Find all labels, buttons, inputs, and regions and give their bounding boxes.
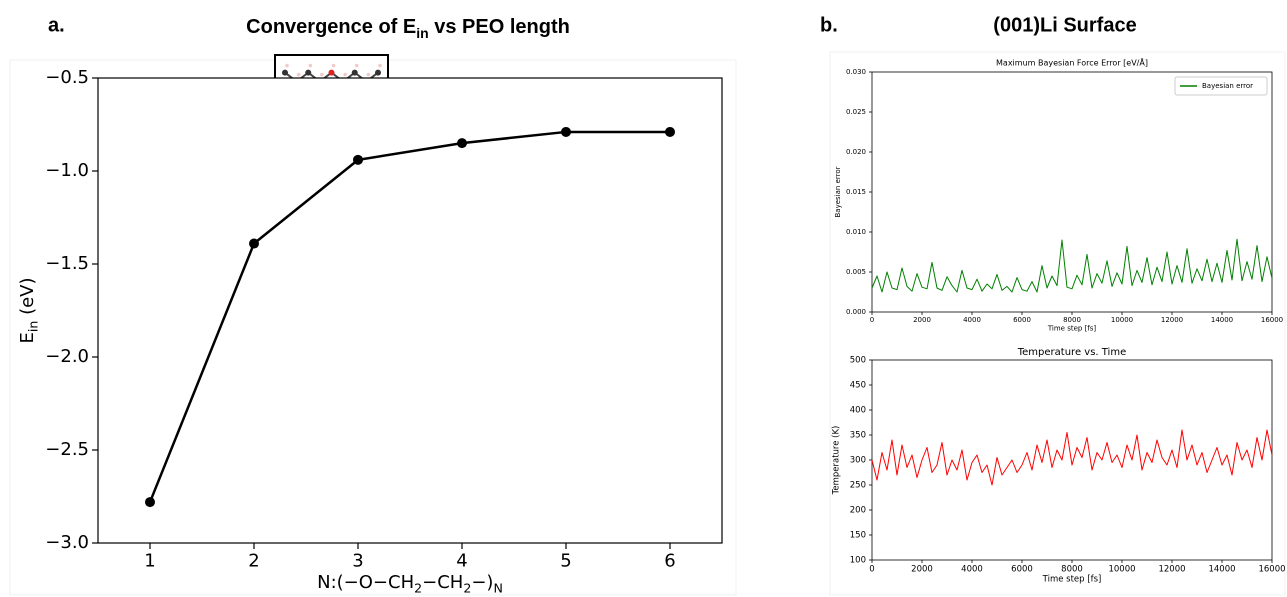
y-tick-label: 400	[850, 406, 866, 416]
x-tick-label: 16000	[1258, 564, 1285, 574]
y-tick-label: −1.0	[45, 160, 89, 181]
plot-area	[871, 359, 1273, 561]
x-tick-label: 6	[664, 551, 675, 572]
x-axis-label-part: 2	[463, 580, 471, 595]
y-tick-label: −0.5	[45, 67, 89, 88]
x-tick-label: 1	[144, 551, 155, 572]
x-axis-label-part: 2	[414, 580, 422, 595]
x-tick-label: 2000	[911, 564, 933, 574]
y-tick-label: 250	[850, 481, 866, 491]
inset-atom	[305, 69, 312, 76]
x-tick-label: 6000	[1011, 564, 1033, 574]
y-tick-label: 100	[850, 556, 866, 566]
legend-label: Bayesian error	[1202, 82, 1253, 90]
x-axis-label: N:(−O−CH2−CH2−)N	[317, 572, 503, 595]
x-tick-label: 6000	[1013, 316, 1031, 324]
y-axis-label: Temperature (K)	[832, 426, 842, 496]
inset-atom	[328, 69, 335, 76]
x-tick-label: 0	[869, 564, 874, 574]
x-tick-label: 2000	[913, 316, 931, 324]
chart-title: Maximum Bayesian Force Error [eV/Å]	[996, 57, 1148, 68]
x-axis-label-part: N	[493, 580, 502, 595]
data-point	[145, 497, 155, 508]
x-axis-label-part: N:(−O−CH	[317, 572, 414, 593]
panel-label: b.	[820, 14, 838, 36]
data-point	[665, 126, 675, 137]
y-tick-label: 0.015	[846, 188, 866, 196]
y-tick-label: 450	[850, 381, 866, 391]
x-tick-label: 0	[870, 316, 874, 324]
inset-hydrogen	[354, 63, 359, 68]
plot-area	[97, 77, 723, 544]
inset-hydrogen	[366, 72, 371, 77]
y-tick-label: 150	[850, 531, 866, 541]
chart-title-part: Convergence of E	[246, 16, 416, 38]
y-tick-label: −2.5	[45, 439, 89, 460]
x-tick-label: 16000	[1261, 316, 1283, 324]
inset-hydrogen	[320, 72, 324, 77]
x-tick-label: 12000	[1161, 316, 1183, 324]
y-tick-label: 0.030	[846, 68, 866, 76]
y-tick-label: 350	[850, 431, 866, 441]
series-line	[871, 238, 1273, 293]
data-point	[353, 154, 363, 165]
inset-hydrogen	[285, 63, 289, 68]
x-tick-label: 10000	[1108, 564, 1135, 574]
x-tick-label: 10000	[1111, 316, 1133, 324]
x-tick-label: 2	[248, 551, 259, 572]
y-tick-label: 0.005	[846, 268, 866, 276]
x-tick-label: 4000	[963, 316, 981, 324]
y-tick-label: 0.025	[846, 108, 866, 116]
inset-hydrogen	[378, 63, 382, 68]
data-point	[457, 138, 467, 149]
panel-label: a.	[48, 14, 65, 36]
x-tick-label: 14000	[1208, 564, 1235, 574]
y-tick-label: 200	[850, 506, 866, 516]
data-point	[249, 238, 259, 249]
chart-title: Convergence of Ein vs PEO length	[246, 16, 570, 40]
x-tick-label: 8000	[1061, 564, 1083, 574]
y-tick-label: 0.010	[846, 228, 866, 236]
y-tick-label: 0.020	[846, 148, 866, 156]
y-tick-label: −3.0	[45, 532, 89, 553]
inset-hydrogen	[343, 72, 347, 77]
y-axis-label-part: in	[25, 321, 40, 332]
chart-title-part: in	[416, 25, 428, 41]
chart-title: Temperature vs. Time	[1017, 347, 1126, 358]
x-axis-label-part: −)	[471, 572, 493, 593]
x-axis-label: Time step [fs]	[1042, 575, 1102, 585]
y-tick-label: 500	[850, 356, 866, 366]
inset-hydrogen	[331, 63, 336, 68]
y-tick-label: −2.0	[45, 346, 89, 367]
inset-hydrogen	[296, 72, 301, 77]
x-tick-label: 4	[456, 551, 467, 572]
series-line	[871, 429, 1273, 486]
x-axis-label: Time step [fs]	[1047, 324, 1097, 332]
plot-area	[871, 71, 1273, 313]
x-axis-label-part: −CH	[422, 572, 463, 593]
inset-atom	[282, 69, 288, 76]
y-tick-label: 300	[850, 456, 866, 466]
data-point	[561, 126, 571, 137]
y-axis-label-part: (eV)	[17, 277, 38, 320]
inset-atom	[375, 69, 381, 76]
x-tick-label: 14000	[1211, 316, 1233, 324]
panel-title: (001)Li Surface	[993, 14, 1136, 36]
x-tick-label: 12000	[1158, 564, 1185, 574]
y-axis-label: Bayesian error	[834, 166, 842, 217]
y-axis-label: Ein (eV)	[17, 277, 40, 343]
x-tick-label: 8000	[1063, 316, 1081, 324]
x-tick-label: 3	[352, 551, 363, 572]
series-line	[148, 130, 670, 503]
inset-hydrogen	[308, 63, 313, 68]
x-tick-label: 4000	[961, 564, 983, 574]
inset-atom	[351, 69, 358, 76]
y-tick-label: −1.5	[45, 253, 89, 274]
legend-box	[1174, 76, 1268, 96]
y-tick-label: 0.000	[846, 308, 866, 316]
chart-title-part: vs PEO length	[429, 16, 570, 38]
x-tick-label: 5	[560, 551, 571, 572]
y-axis-label-part: E	[17, 332, 38, 343]
